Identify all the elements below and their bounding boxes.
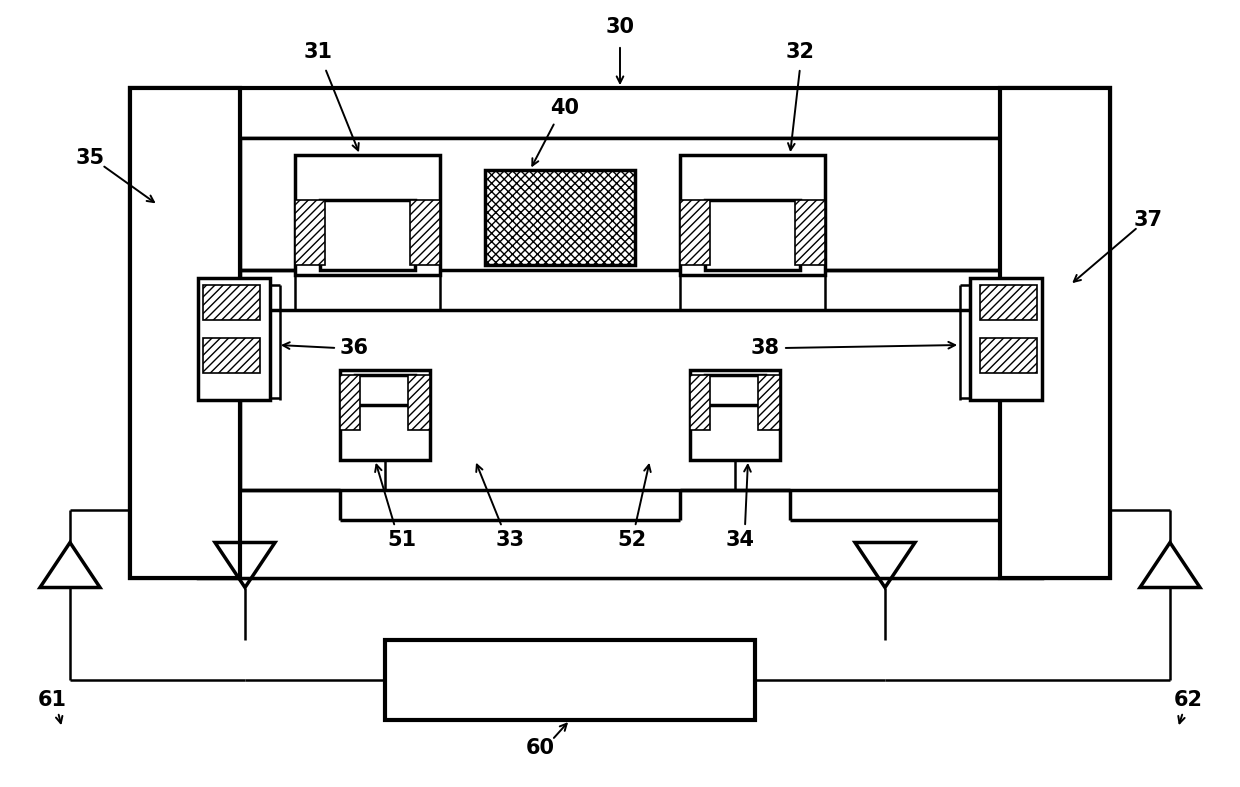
Bar (355, 375, 415, 405)
Bar (410, 200, 440, 265)
Bar (295, 200, 325, 265)
Bar (198, 138, 1042, 578)
Text: 60: 60 (526, 738, 554, 758)
Bar (241, 138, 999, 270)
Text: 51: 51 (387, 530, 417, 550)
Bar (241, 310, 999, 490)
Bar (980, 285, 1037, 320)
Bar (970, 278, 1042, 400)
Bar (706, 200, 800, 270)
Bar (340, 375, 360, 430)
Bar (384, 640, 755, 720)
Text: 35: 35 (76, 148, 104, 168)
Text: 33: 33 (496, 530, 525, 550)
Bar (130, 88, 241, 578)
Bar (320, 200, 415, 270)
Bar (485, 170, 635, 265)
Text: 36: 36 (340, 338, 370, 358)
Text: 38: 38 (751, 338, 780, 358)
Bar (340, 370, 430, 460)
Text: 30: 30 (605, 17, 635, 37)
Bar (999, 88, 1110, 578)
Bar (408, 375, 430, 430)
Bar (680, 155, 825, 275)
Bar (198, 278, 270, 400)
Text: 31: 31 (304, 42, 332, 62)
Text: 52: 52 (618, 530, 646, 550)
Text: 40: 40 (551, 98, 579, 118)
Bar (130, 88, 1110, 578)
Text: 34: 34 (725, 530, 754, 550)
Text: 61: 61 (37, 690, 67, 710)
Bar (795, 200, 825, 265)
Bar (706, 375, 765, 405)
Bar (689, 370, 780, 460)
Text: 37: 37 (1133, 210, 1163, 230)
Bar (680, 200, 711, 265)
Bar (203, 338, 260, 373)
Bar (758, 375, 780, 430)
Text: 62: 62 (1173, 690, 1203, 710)
Bar (203, 285, 260, 320)
Bar (295, 155, 440, 275)
Bar (689, 375, 711, 430)
Text: 32: 32 (785, 42, 815, 62)
Bar (980, 338, 1037, 373)
